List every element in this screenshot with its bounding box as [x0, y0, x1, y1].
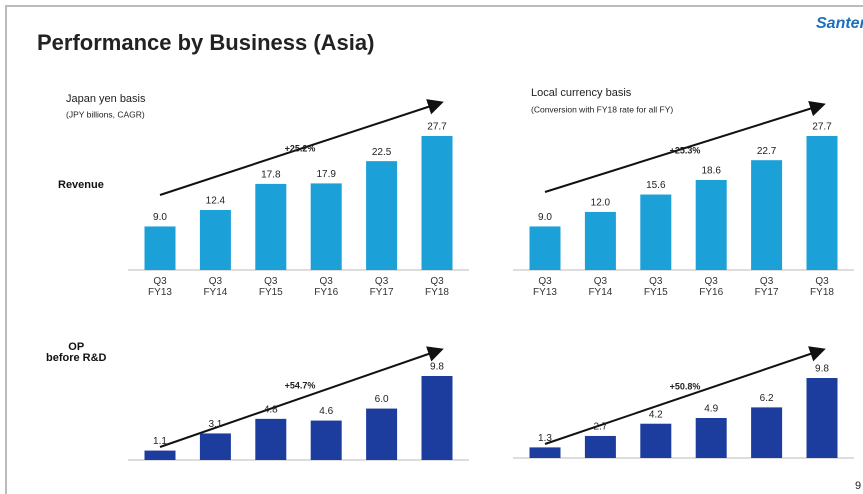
bar	[529, 447, 561, 458]
bar	[255, 418, 287, 460]
x-tick-label: Q3 FY13	[148, 276, 172, 298]
value-label: 4.2	[649, 409, 663, 420]
x-tick-label: Q3 FY13	[533, 276, 557, 298]
bar	[695, 180, 727, 270]
value-label: 4.9	[704, 404, 718, 415]
x-tick-label: Q3 FY18	[810, 276, 834, 298]
heading: Local currency basis	[531, 87, 632, 99]
value-label: 22.7	[757, 146, 777, 157]
x-tick-label: Q3 FY18	[425, 276, 449, 298]
value-label: 4.8	[264, 404, 278, 415]
bar	[199, 433, 231, 460]
value-label: 27.7	[427, 122, 447, 133]
bar	[144, 450, 176, 460]
bar	[310, 420, 342, 460]
bar	[640, 194, 672, 270]
bar	[310, 183, 342, 270]
trend-arrow	[544, 346, 826, 445]
bar	[421, 376, 453, 460]
value-label: 27.7	[812, 122, 832, 133]
value-label: 2.7	[593, 422, 607, 433]
bar	[529, 226, 561, 270]
x-tick-label: Q3 FY17	[754, 276, 779, 298]
x-tick-label: Q3 FY17	[369, 276, 394, 298]
value-label: 9.0	[153, 212, 167, 223]
row-label: OP before R&D	[46, 341, 107, 364]
value-label: 12.0	[591, 198, 611, 209]
value-label: 12.4	[206, 196, 226, 207]
bar	[584, 211, 616, 270]
value-label: 17.9	[316, 169, 336, 180]
trend-arrow	[544, 100, 826, 193]
bar	[366, 408, 398, 460]
slide-title: Performance by Business (Asia)	[37, 30, 374, 55]
bar	[640, 423, 672, 458]
bar	[199, 210, 231, 270]
value-label: 9.0	[538, 212, 552, 223]
bar	[421, 136, 453, 270]
x-tick-label: Q3 FY14	[203, 276, 228, 298]
bar	[751, 160, 783, 270]
annotation: +54.7%	[285, 380, 316, 390]
x-tick-label: Q3 FY16	[314, 276, 339, 298]
bar	[144, 226, 176, 270]
row-label: Revenue	[58, 179, 104, 191]
value-label: 18.6	[701, 166, 721, 177]
value-label: 1.3	[538, 433, 552, 444]
heading: Japan yen basis	[66, 93, 146, 105]
note: (Conversion with FY18 rate for all FY)	[531, 104, 673, 114]
value-label: 6.0	[375, 394, 389, 405]
value-label: 9.8	[815, 364, 829, 375]
bar	[695, 418, 727, 458]
page-number: 9	[855, 480, 861, 492]
value-label: 4.6	[319, 406, 333, 417]
x-tick-label: Q3 FY16	[699, 276, 724, 298]
x-tick-label: Q3 FY15	[258, 276, 283, 298]
value-label: 17.8	[261, 170, 281, 181]
value-label: 22.5	[372, 147, 392, 158]
value-label: 9.8	[430, 362, 444, 373]
bar	[806, 378, 838, 458]
annotation: +25.3%	[670, 145, 701, 155]
value-label: 1.1	[153, 436, 167, 447]
note: (JPY billions, CAGR)	[66, 109, 145, 119]
annotation: +25.2%	[285, 143, 316, 153]
bar	[255, 183, 287, 270]
trend-arrow	[159, 99, 444, 196]
x-tick-label: Q3 FY14	[588, 276, 613, 298]
bar	[751, 407, 783, 458]
value-label: 6.2	[760, 393, 774, 404]
frame	[5, 5, 863, 494]
bar	[806, 136, 838, 270]
value-label: 15.6	[646, 180, 666, 191]
x-tick-label: Q3 FY15	[643, 276, 668, 298]
bar	[366, 161, 398, 270]
trend-arrow	[159, 346, 444, 448]
annotation: +50.8%	[670, 381, 701, 391]
logo: Santen	[816, 15, 863, 32]
value-label: 3.1	[208, 419, 222, 430]
bar	[584, 435, 616, 458]
